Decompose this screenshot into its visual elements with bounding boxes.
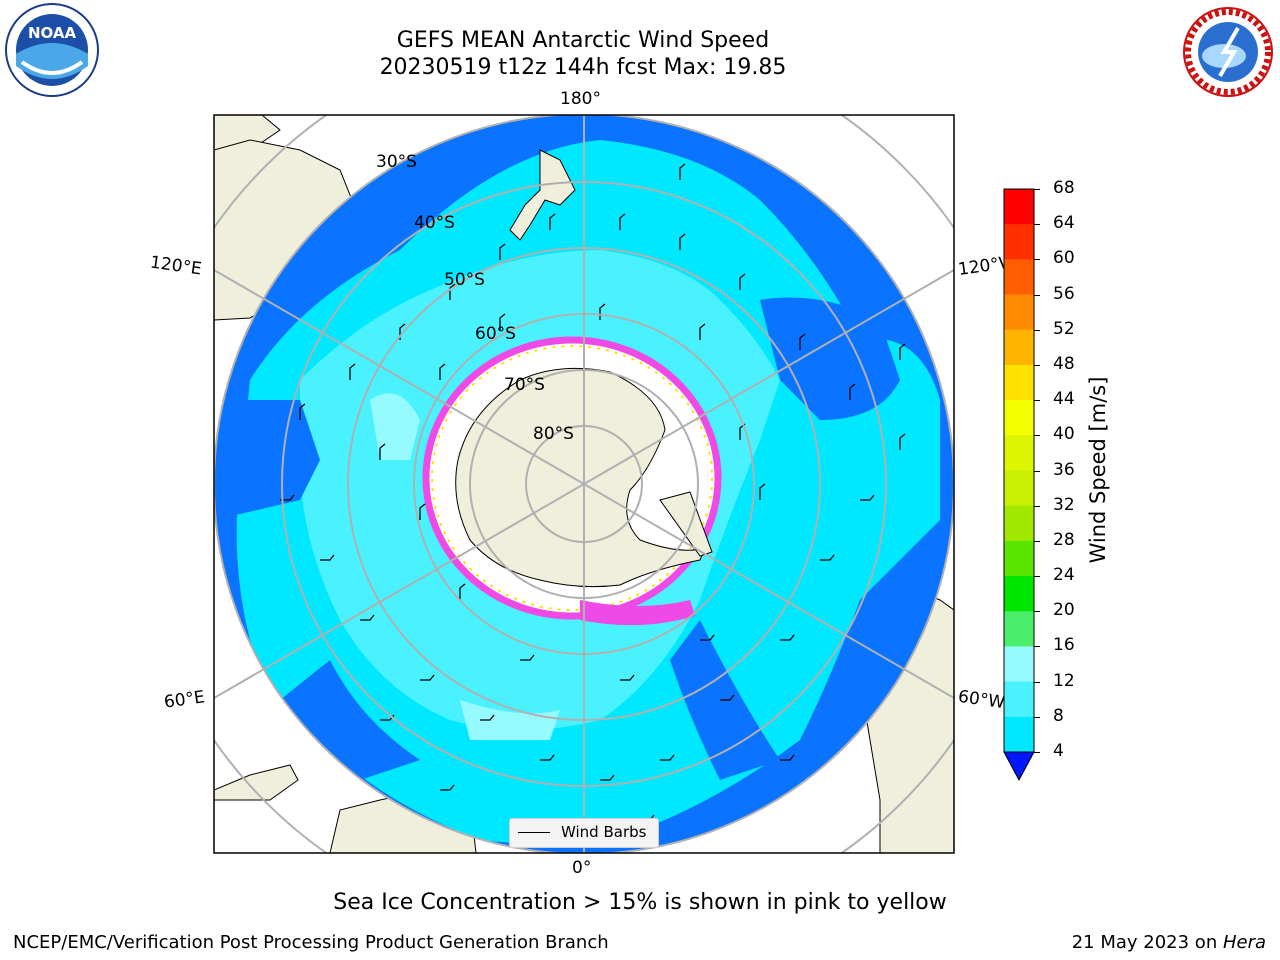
wind-zone-blue-left xyxy=(214,400,320,520)
wind-barb-legend-line xyxy=(518,832,550,833)
colorbar-tick-mark xyxy=(1034,505,1040,507)
colorbar-segment xyxy=(1004,540,1034,577)
colorbar-segment xyxy=(1004,329,1034,366)
wind-zone-blue-lower-left xyxy=(280,660,420,780)
noaa-logo-text: NOAA xyxy=(28,24,77,42)
colorbar-segment xyxy=(1004,646,1034,683)
colorbar-segment xyxy=(1004,505,1034,542)
land-madagascar xyxy=(214,764,299,801)
map-frame xyxy=(213,114,955,854)
colorbar-tick-label: 56 xyxy=(1053,283,1075,304)
footer-date: 21 May 2023 on Hera xyxy=(1072,932,1266,953)
colorbar-tick-mark xyxy=(1034,224,1040,226)
lat-label-40s: 40°S xyxy=(414,213,455,233)
wind-barbs xyxy=(280,163,906,821)
noaa-logo: NOAA xyxy=(2,2,102,98)
colorbar-tick-mark xyxy=(1034,576,1040,578)
colorbar-segment xyxy=(1004,470,1034,507)
colorbar-segment xyxy=(1004,224,1034,260)
colorbar-tick-label: 36 xyxy=(1053,459,1075,480)
colorbar-tick-label: 40 xyxy=(1053,424,1075,445)
land-antarctic-peninsula xyxy=(659,491,713,557)
colorbar-tick-label: 4 xyxy=(1053,741,1064,761)
colorbar-tick-mark xyxy=(1034,646,1040,648)
lon-label-180: 180° xyxy=(560,89,601,109)
lat-label-30s: 30°S xyxy=(376,152,417,172)
colorbar-tick-mark xyxy=(1034,752,1040,753)
wind-zone-pale-2 xyxy=(460,700,560,740)
colorbar-segment xyxy=(1004,400,1034,436)
lat-label-80s: 80°S xyxy=(533,424,574,444)
colorbar xyxy=(1003,188,1035,782)
colorbar-extend-arrow xyxy=(1003,751,1035,782)
lat-label-50s: 50°S xyxy=(444,270,485,290)
colorbar-segment xyxy=(1004,435,1034,471)
wind-barb-legend-label: Wind Barbs xyxy=(561,823,647,841)
map-legend: Wind Barbs xyxy=(509,818,659,848)
colorbar-segment xyxy=(1004,576,1034,612)
colorbar-tick-label: 60 xyxy=(1053,248,1075,269)
colorbar-tick-label: 8 xyxy=(1053,705,1064,726)
meridians xyxy=(214,115,954,853)
land-antarctica xyxy=(455,367,706,588)
colorbar-tick-mark xyxy=(1034,259,1040,261)
land-australia xyxy=(214,115,281,151)
colorbar-tick-mark xyxy=(1034,294,1040,296)
chart-title: GEFS MEAN Antarctic Wind Speed xyxy=(396,28,770,53)
colorbar-segment xyxy=(1004,294,1034,331)
colorbar-tick-mark xyxy=(1034,329,1040,331)
chart-subtitle: 20230519 t12z 144h fcst Max: 19.85 xyxy=(379,55,787,80)
lon-label-0: 0° xyxy=(572,858,592,878)
colorbar-tick-label: 48 xyxy=(1053,353,1075,374)
colorbar-tick-mark xyxy=(1034,189,1040,190)
colorbar-tick-label: 52 xyxy=(1053,318,1075,339)
colorbar-tick-label: 24 xyxy=(1053,565,1075,586)
colorbar-segment xyxy=(1004,716,1034,753)
footer-host: Hera xyxy=(1222,932,1266,953)
colorbar-tick-mark xyxy=(1034,611,1040,613)
colorbar-tick-label: 68 xyxy=(1053,178,1075,198)
footer-date-text: 21 May 2023 on xyxy=(1071,932,1223,953)
colorbar-segment xyxy=(1004,611,1034,647)
colorbar-tick-label: 32 xyxy=(1053,494,1075,515)
colorbar-tick-mark xyxy=(1034,716,1040,718)
colorbar-tick-label: 28 xyxy=(1053,529,1075,550)
sea-ice-caption: Sea Ice Concentration > 15% is shown in … xyxy=(333,890,947,915)
wind-zone-blue-right xyxy=(760,297,900,420)
nws-logo xyxy=(1180,6,1276,98)
colorbar-segment xyxy=(1004,189,1034,225)
colorbar-tick-mark xyxy=(1034,681,1040,683)
colorbar-tick-mark xyxy=(1034,470,1040,472)
colorbar-tick-mark xyxy=(1034,540,1040,542)
sea-ice-dense-weddell xyxy=(580,600,695,626)
colorbar-tick-mark xyxy=(1034,435,1040,437)
colorbar-tick-label: 12 xyxy=(1053,670,1075,691)
colorbar-tick-label: 20 xyxy=(1053,600,1075,621)
colorbar-tick-mark xyxy=(1034,364,1040,366)
lat-label-60s: 60°S xyxy=(475,324,516,344)
colorbar-label: Wind Speed [m/s] xyxy=(1086,376,1110,564)
colorbar-segment xyxy=(1004,681,1034,718)
colorbar-segment xyxy=(1004,364,1034,401)
colorbar-tick-label: 16 xyxy=(1053,635,1075,656)
wind-zone-pale xyxy=(370,393,420,460)
colorbar-segment xyxy=(1004,259,1034,296)
lat-label-70s: 70°S xyxy=(504,375,545,395)
sea-ice-edge-yellow xyxy=(431,345,713,611)
land-new-zealand xyxy=(509,149,576,241)
colorbar-tick-label: 44 xyxy=(1053,389,1075,410)
colorbar-tick-label: 64 xyxy=(1053,213,1075,234)
colorbar-tick-mark xyxy=(1034,400,1040,402)
footer-organization: NCEP/EMC/Verification Post Processing Pr… xyxy=(13,932,609,953)
